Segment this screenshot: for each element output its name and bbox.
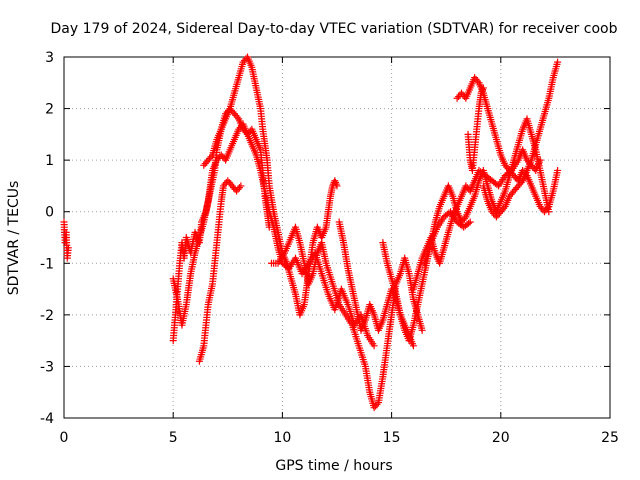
y-tick-label: -2: [40, 308, 54, 324]
data-point: [477, 89, 485, 97]
y-tick-label: -4: [40, 411, 54, 427]
data-points: [60, 53, 562, 412]
data-point: [460, 215, 468, 223]
data-point: [543, 204, 551, 212]
data-point: [207, 153, 215, 161]
x-axis: 0 5 10 15 20 25: [60, 57, 619, 446]
data-point: [479, 86, 487, 94]
plot-frame: [63, 56, 611, 419]
grid: [64, 57, 610, 418]
x-tick-label: 5: [169, 430, 178, 446]
data-point: [331, 177, 339, 185]
x-tick-label: 15: [383, 430, 401, 446]
y-tick-label: 3: [45, 50, 54, 66]
data-point: [265, 223, 273, 231]
data-point: [370, 342, 378, 350]
y-tick-label: -1: [40, 256, 54, 272]
data-point: [332, 178, 340, 186]
data-point: [237, 182, 245, 190]
data-point: [445, 209, 453, 217]
data-point: [517, 178, 525, 186]
y-tick-label: 1: [45, 153, 54, 169]
y-axis: -4 -3 -2 -1 0 1 2 3: [40, 50, 610, 427]
data-point: [235, 184, 243, 192]
y-tick-label: -3: [40, 359, 54, 375]
data-point: [474, 77, 482, 85]
data-point: [233, 113, 241, 121]
data-point: [479, 84, 487, 92]
y-axis-label: SDTVAR / TECUs: [6, 181, 22, 296]
x-axis-label: GPS time / hours: [275, 458, 392, 474]
data-point: [500, 204, 508, 212]
data-point: [418, 326, 426, 334]
data-point: [554, 58, 562, 66]
x-tick-label: 10: [273, 430, 291, 446]
y-tick-label: 0: [45, 205, 54, 221]
x-tick-label: 0: [60, 430, 69, 446]
x-tick-label: 25: [601, 430, 619, 446]
data-point: [536, 156, 544, 164]
y-tick-label: 2: [45, 102, 54, 118]
x-tick-label: 20: [492, 430, 510, 446]
data-point: [493, 181, 501, 189]
data-point: [465, 219, 473, 227]
data-point: [333, 182, 341, 190]
data-point: [64, 244, 72, 252]
data-point: [478, 87, 486, 95]
data-point: [409, 342, 417, 350]
data-point: [466, 218, 474, 226]
chart-title: Day 179 of 2024, Sidereal Day-to-day VTE…: [51, 21, 618, 37]
data-point: [283, 263, 291, 271]
data-point: [373, 400, 381, 408]
data-point: [554, 166, 562, 174]
data-point: [332, 180, 340, 188]
